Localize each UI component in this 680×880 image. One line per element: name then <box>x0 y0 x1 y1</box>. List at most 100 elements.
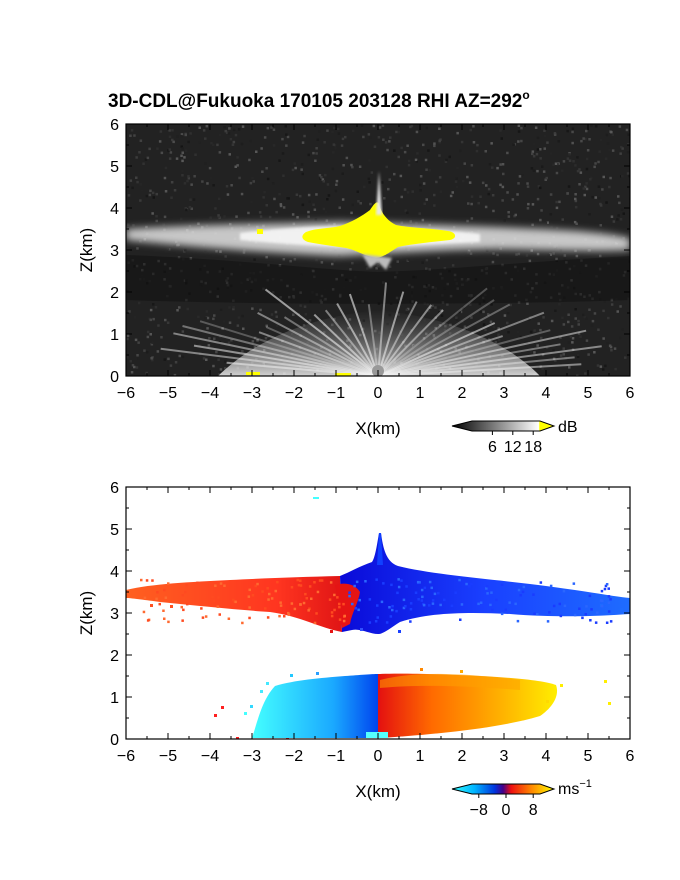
noise-pixel <box>433 204 436 207</box>
noise-pixel <box>530 347 533 351</box>
velocity-pixel <box>404 605 407 608</box>
noise-pixel <box>545 346 549 349</box>
noise-pixel <box>426 303 429 306</box>
noise-pixel <box>518 175 522 178</box>
noise-pixel <box>201 180 204 183</box>
noise-pixel <box>322 180 325 183</box>
noise-pixel <box>574 197 577 201</box>
noise-pixel <box>467 251 470 254</box>
velocity-pixel <box>376 616 379 619</box>
noise-pixel <box>407 159 411 163</box>
noise-pixel <box>253 346 257 349</box>
noise-pixel <box>534 126 538 129</box>
noise-pixel <box>574 308 577 311</box>
noise-pixel <box>223 126 226 129</box>
fan-ray <box>173 332 379 376</box>
noise-pixel <box>287 197 290 200</box>
velocity-pixel <box>318 579 322 582</box>
noise-pixel <box>490 303 493 306</box>
noise-pixel <box>294 166 297 170</box>
noise-pixel <box>190 183 193 186</box>
velocity-pixel <box>486 585 489 588</box>
noise-pixel <box>562 160 566 163</box>
noise-pixel <box>584 372 587 375</box>
noise-pixel <box>431 304 434 308</box>
noise-pixel <box>461 306 465 309</box>
noise-pixel <box>492 325 496 329</box>
y-tick-label: 4 <box>110 201 119 218</box>
noise-pixel <box>495 225 498 228</box>
noise-pixel <box>184 207 188 210</box>
colorbar-tick-label: 8 <box>529 802 538 819</box>
noise-pixel <box>419 175 423 178</box>
noise-pixel <box>406 211 409 214</box>
velocity-pixel <box>299 579 302 582</box>
noise-pixel <box>438 311 441 314</box>
noise-pixel <box>172 140 175 144</box>
noise-pixel <box>517 124 521 127</box>
noise-pixel <box>541 367 544 370</box>
noise-pixel <box>443 267 447 270</box>
surface-speck <box>246 372 260 375</box>
fan-glow <box>218 310 540 376</box>
velocity-pixel <box>416 580 420 584</box>
noise-pixel <box>621 147 624 150</box>
noise-pixel <box>567 341 570 344</box>
noise-pixel <box>602 175 605 179</box>
noise-pixel <box>163 215 167 219</box>
noise-pixel <box>213 337 216 340</box>
noise-pixel <box>536 136 540 140</box>
velocity-pixel <box>234 600 237 604</box>
velocity-pixel <box>142 610 146 614</box>
noise-pixel <box>480 318 483 321</box>
velocity-pixel <box>299 603 302 606</box>
velocity-pixel <box>382 582 385 585</box>
noise-pixel <box>520 139 523 143</box>
noise-pixel <box>544 178 547 181</box>
velocity-pixel <box>389 615 393 618</box>
velocity-pixel <box>223 584 226 587</box>
x-tick-label: 0 <box>374 748 383 765</box>
noise-pixel <box>331 262 334 266</box>
noise-pixel <box>433 142 436 145</box>
noise-pixel <box>189 132 192 135</box>
noise-pixel <box>173 373 177 376</box>
noise-pixel <box>299 194 302 198</box>
noise-pixel <box>389 136 392 139</box>
noise-pixel <box>516 330 520 334</box>
noise-pixel <box>180 145 183 148</box>
noise-pixel <box>225 185 229 188</box>
noise-pixel <box>169 364 173 367</box>
velocity-pixel <box>158 602 161 606</box>
velocity-pixel <box>539 581 543 584</box>
noise-pixel <box>372 264 375 268</box>
velocity-pixel <box>573 613 577 617</box>
noise-pixel <box>323 141 326 144</box>
noise-pixel <box>284 125 287 128</box>
x-tick-label: 0 <box>374 385 383 402</box>
noise-pixel <box>181 330 185 333</box>
velocity-pixel <box>247 595 251 598</box>
velocity-pixel <box>470 582 473 586</box>
noise-pixel <box>209 216 212 219</box>
noise-pixel <box>314 218 318 221</box>
noise-pixel <box>585 339 589 342</box>
noise-pixel <box>516 193 519 196</box>
noise-pixel <box>240 142 244 146</box>
noise-pixel <box>301 203 305 207</box>
velocity-pixel <box>185 583 188 587</box>
noise-pixel <box>536 252 540 256</box>
noise-pixel <box>367 133 371 136</box>
velocity-pixel <box>348 591 351 594</box>
noise-pixel <box>351 165 354 169</box>
x-tick-label: 2 <box>458 748 467 765</box>
noise-pixel <box>461 320 464 323</box>
noise-pixel <box>265 255 268 259</box>
fan-ray <box>377 343 561 376</box>
velocity-pixel <box>296 578 299 582</box>
noise-pixel <box>607 316 610 320</box>
velocity-pixel <box>248 588 251 592</box>
velocity-pixel <box>167 582 170 585</box>
fan-ray <box>324 309 379 376</box>
velocity-pixel <box>313 581 316 584</box>
